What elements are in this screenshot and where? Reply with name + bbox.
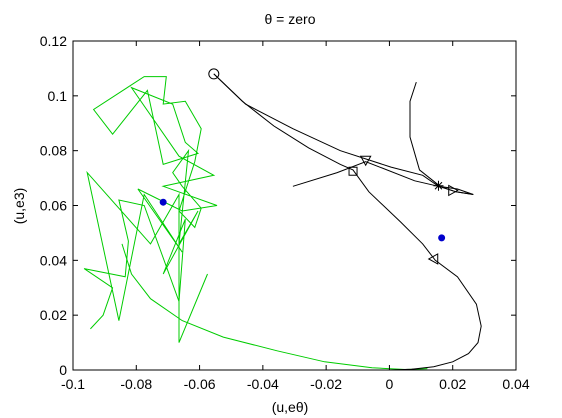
marker-layer <box>159 68 459 265</box>
series-line-3 <box>213 73 482 371</box>
x-tick-label: -0.08 <box>120 376 152 392</box>
x-tick-label: 0 <box>386 376 394 392</box>
plot-area <box>73 41 516 370</box>
x-tick-label: -0.06 <box>184 376 216 392</box>
x-tick-label: -0.02 <box>310 376 342 392</box>
circle-marker <box>208 68 220 80</box>
chart-title: θ = zero <box>265 11 316 27</box>
y-tick-label: 0.1 <box>48 88 68 104</box>
x-tick-label: -0.04 <box>247 376 279 392</box>
y-tick-label: 0.12 <box>40 33 67 49</box>
series-line-2 <box>121 243 428 371</box>
triangle-down-marker <box>359 155 372 167</box>
square-marker <box>348 166 358 176</box>
y-axis-label: (u,e3) <box>11 188 27 225</box>
dot-marker <box>438 234 446 242</box>
axes-background <box>73 41 516 370</box>
dot-marker <box>159 198 167 206</box>
series-line-4 <box>213 73 474 195</box>
y-tick-label: 0.04 <box>40 252 67 268</box>
x-tick-label: 0.04 <box>502 376 529 392</box>
series-layer <box>83 73 482 371</box>
y-tick-label: 0.08 <box>40 143 67 159</box>
triangle-right-marker <box>448 184 459 197</box>
y-tick-label: 0 <box>59 362 67 378</box>
y-tick-label: 0.02 <box>40 307 67 323</box>
triangle-left-marker <box>427 253 439 265</box>
ticks-layer: -0.1 -0.08 -0.06 -0.04 -0.02 0 0.02 0.04 0 0.02 0.… <box>40 33 530 392</box>
series-line-1 <box>83 76 218 343</box>
series-line-5 <box>409 81 441 187</box>
x-axis-label: (u,eθ) <box>272 399 309 415</box>
y-tick-label: 0.06 <box>40 198 67 214</box>
x-tick-label: 0.02 <box>439 376 466 392</box>
star-marker <box>433 180 444 191</box>
x-tick-label: -0.1 <box>61 376 85 392</box>
